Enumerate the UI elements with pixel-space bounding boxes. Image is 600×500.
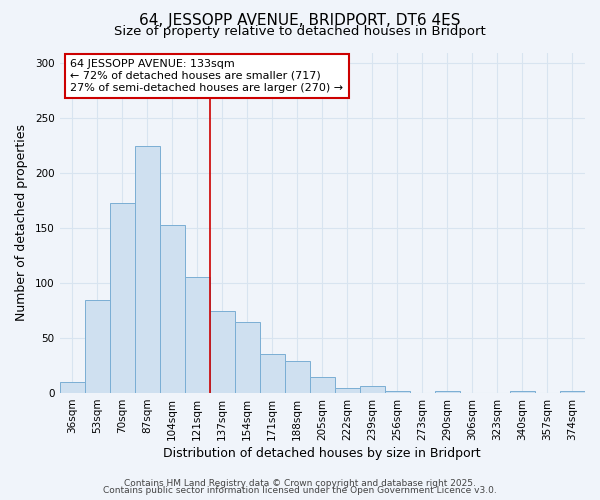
Bar [185,276,209,393]
Bar [160,225,185,393]
Bar [260,354,285,393]
Bar [285,361,310,393]
Text: Size of property relative to detached houses in Bridport: Size of property relative to detached ho… [114,25,486,38]
Bar [435,391,460,393]
Bar [85,300,110,393]
Bar [560,391,585,393]
X-axis label: Distribution of detached houses by size in Bridport: Distribution of detached houses by size … [163,447,481,460]
Text: Contains public sector information licensed under the Open Government Licence v3: Contains public sector information licen… [103,486,497,495]
Bar [134,146,160,393]
Bar [110,203,134,393]
Text: 64, JESSOPP AVENUE, BRIDPORT, DT6 4ES: 64, JESSOPP AVENUE, BRIDPORT, DT6 4ES [139,12,461,28]
Bar [510,391,535,393]
Text: 64 JESSOPP AVENUE: 133sqm
← 72% of detached houses are smaller (717)
27% of semi: 64 JESSOPP AVENUE: 133sqm ← 72% of detac… [70,60,343,92]
Bar [310,376,335,393]
Bar [59,382,85,393]
Bar [335,388,360,393]
Bar [209,310,235,393]
Y-axis label: Number of detached properties: Number of detached properties [15,124,28,322]
Bar [385,391,410,393]
Text: Contains HM Land Registry data © Crown copyright and database right 2025.: Contains HM Land Registry data © Crown c… [124,478,476,488]
Bar [360,386,385,393]
Bar [235,322,260,393]
